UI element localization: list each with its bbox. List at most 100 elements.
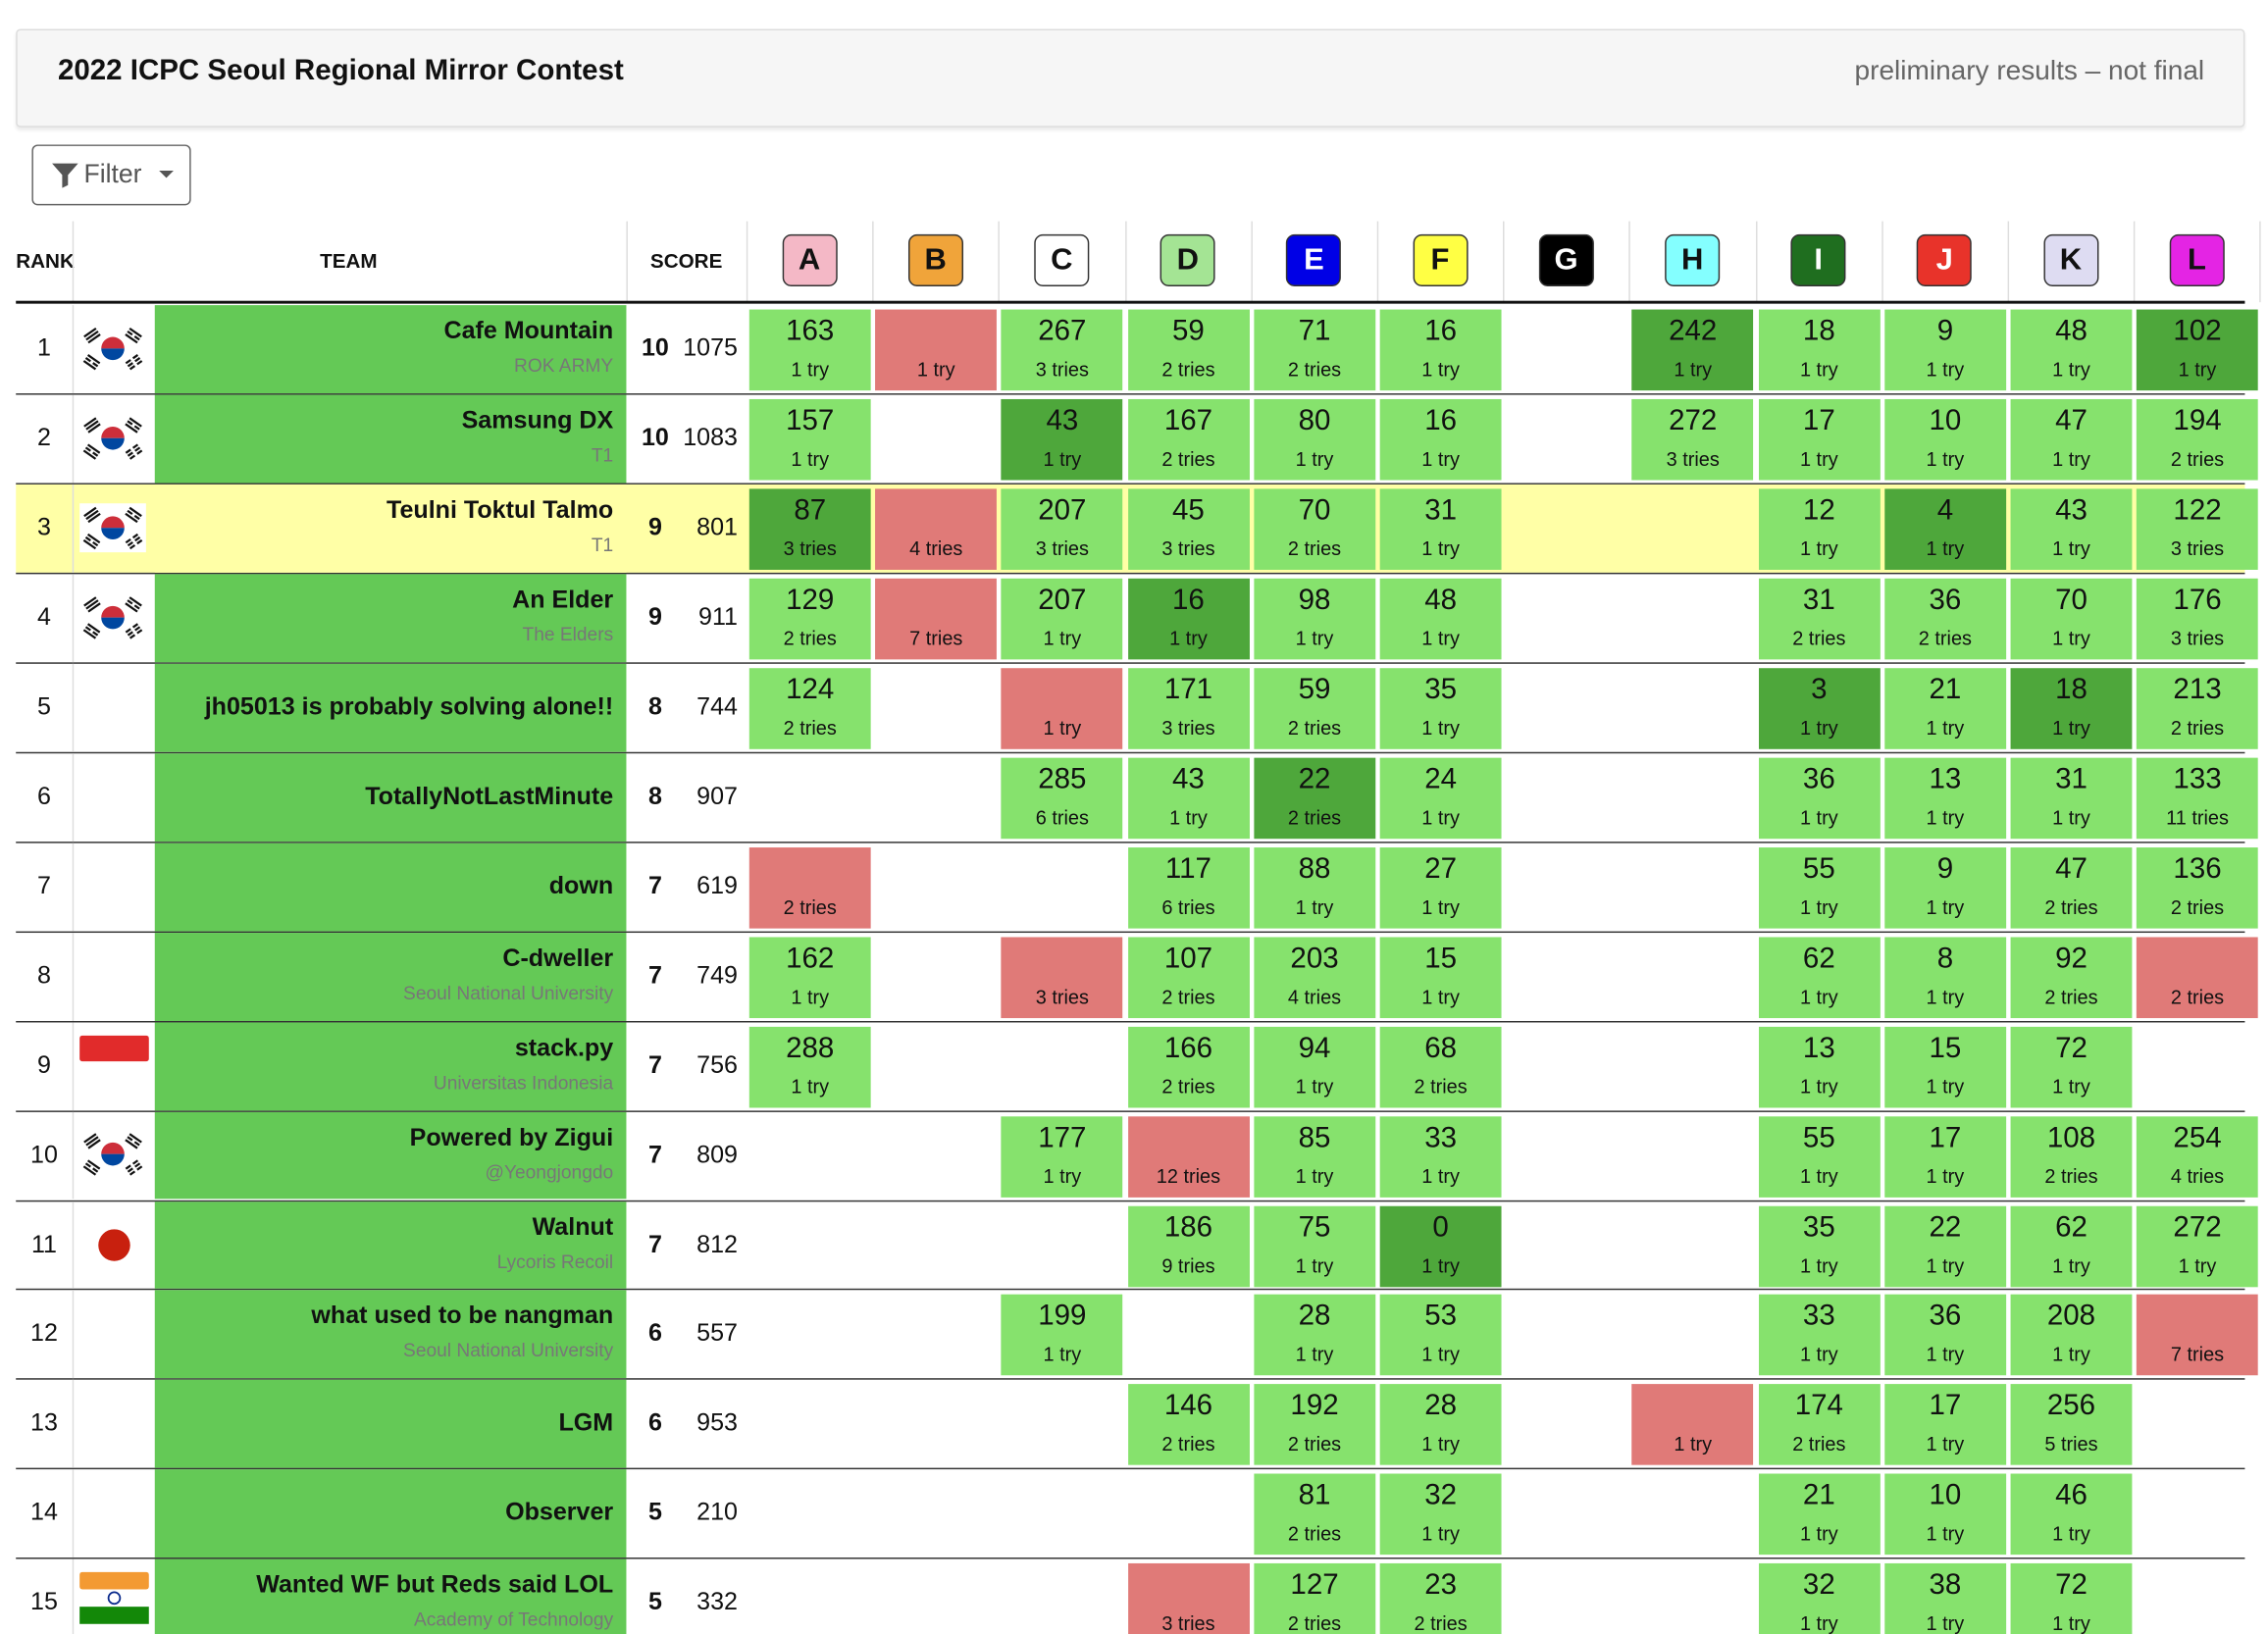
row-divider bbox=[16, 1378, 2245, 1381]
tries: 1 try bbox=[2052, 1612, 2090, 1634]
result-cell: 7 tries bbox=[875, 578, 998, 660]
result-cell: 55 1 try bbox=[1758, 846, 1881, 929]
penalty: 809 bbox=[696, 1140, 738, 1168]
filter-button[interactable]: Filter bbox=[31, 144, 191, 206]
tries: 1 try bbox=[1421, 1344, 1460, 1366]
column-divider bbox=[2259, 221, 2262, 303]
problem-badge[interactable]: I bbox=[1790, 233, 1846, 286]
problem-badge[interactable]: C bbox=[1034, 233, 1090, 286]
tries: 2 tries bbox=[2170, 986, 2225, 1008]
tries: 4 tries bbox=[2170, 1164, 2225, 1187]
tries: 1 try bbox=[1926, 1523, 1965, 1546]
result-cell: 242 1 try bbox=[1631, 309, 1754, 391]
tries: 2 tries bbox=[1287, 1433, 1342, 1455]
rank: 7 bbox=[36, 871, 51, 899]
problem-badge[interactable]: B bbox=[907, 233, 963, 286]
solve-time: 59 bbox=[1298, 673, 1331, 706]
tries: 2 tries bbox=[2044, 1164, 2098, 1187]
tries: 2 tries bbox=[1287, 806, 1342, 829]
result-cell: 4 1 try bbox=[1883, 488, 2006, 570]
tries: 2 tries bbox=[1287, 358, 1342, 381]
solve-time: 167 bbox=[1163, 404, 1213, 437]
problem-badge[interactable]: E bbox=[1286, 233, 1342, 286]
problem-badge[interactable]: D bbox=[1160, 233, 1215, 286]
result-cell: 122 3 tries bbox=[2137, 488, 2258, 570]
tries: 6 tries bbox=[1161, 895, 1215, 918]
result-cell: 22 2 tries bbox=[1254, 757, 1375, 839]
solve-time: 87 bbox=[794, 494, 827, 527]
title-bar bbox=[16, 28, 2245, 128]
result-cell: 194 2 tries bbox=[2137, 398, 2258, 481]
tries: 3 tries bbox=[1161, 1612, 1215, 1634]
penalty: 911 bbox=[698, 602, 738, 631]
tries: 2 tries bbox=[1792, 1433, 1846, 1455]
solve-time: 33 bbox=[1802, 1301, 1835, 1333]
solve-time: 53 bbox=[1424, 1301, 1458, 1333]
rank: 12 bbox=[30, 1319, 58, 1348]
solved-count: 8 bbox=[647, 782, 662, 810]
penalty: 953 bbox=[696, 1408, 738, 1437]
solve-time: 288 bbox=[786, 1032, 835, 1064]
solve-time: 43 bbox=[2055, 494, 2088, 527]
problem-badge[interactable]: H bbox=[1665, 233, 1721, 286]
result-cell: 71 2 tries bbox=[1254, 309, 1375, 391]
tries: 3 tries bbox=[2170, 627, 2225, 649]
result-cell: 62 1 try bbox=[2010, 1204, 2133, 1287]
column-divider bbox=[2134, 221, 2136, 303]
solve-time: 47 bbox=[2055, 404, 2088, 437]
problem-badge[interactable]: J bbox=[1917, 233, 1973, 286]
result-cell: 13 1 try bbox=[1883, 757, 2006, 839]
result-cell: 32 1 try bbox=[1379, 1474, 1502, 1556]
tries: 1 try bbox=[1043, 627, 1082, 649]
problem-badge[interactable]: K bbox=[2042, 233, 2098, 286]
tries: 1 try bbox=[1926, 1344, 1965, 1366]
tries: 1 try bbox=[2178, 358, 2217, 381]
solve-time: 17 bbox=[1929, 1121, 1962, 1153]
team-cell bbox=[154, 1021, 627, 1110]
tries: 1 try bbox=[1043, 448, 1082, 471]
tries: 1 try bbox=[1926, 358, 1965, 381]
penalty: 210 bbox=[696, 1499, 738, 1527]
problem-badge[interactable]: F bbox=[1412, 233, 1469, 286]
penalty: 749 bbox=[696, 961, 738, 990]
solve-time: 256 bbox=[2046, 1390, 2096, 1423]
problem-badge[interactable]: G bbox=[1538, 233, 1594, 286]
solve-time: 31 bbox=[1424, 494, 1458, 527]
tries: 1 try bbox=[791, 986, 830, 1008]
flag bbox=[79, 1571, 149, 1624]
result-cell: 192 2 tries bbox=[1254, 1384, 1375, 1466]
tries: 2 tries bbox=[1918, 627, 1972, 649]
tries: 1 try bbox=[1421, 1164, 1460, 1187]
result-cell: 48 1 try bbox=[1379, 578, 1502, 660]
result-cell: 0 1 try bbox=[1379, 1204, 1502, 1287]
affiliation: Lycoris Recoil bbox=[496, 1250, 614, 1272]
tries: 1 try bbox=[1421, 627, 1460, 649]
result-cell: 16 1 try bbox=[1127, 578, 1250, 660]
tries: 3 tries bbox=[1161, 537, 1215, 560]
tries: 1 try bbox=[1926, 717, 1965, 740]
tries: 1 try bbox=[1421, 895, 1460, 918]
solve-time: 22 bbox=[1929, 1210, 1962, 1244]
problem-badge[interactable]: A bbox=[782, 233, 838, 286]
solve-time: 45 bbox=[1172, 494, 1205, 527]
problem-badge[interactable]: L bbox=[2169, 233, 2225, 286]
rank: 1 bbox=[36, 333, 51, 362]
contest-title: 2022 ICPC Seoul Regional Mirror Contest bbox=[57, 55, 624, 87]
team-cell bbox=[154, 305, 627, 393]
tries: 1 try bbox=[1926, 537, 1965, 560]
tries: 1 try bbox=[1295, 895, 1334, 918]
result-cell: 17 1 try bbox=[1883, 1384, 2006, 1466]
team-name: Wanted WF but Reds said LOL bbox=[256, 1570, 614, 1599]
solve-time: 207 bbox=[1038, 494, 1087, 527]
team-header: TEAM bbox=[320, 248, 378, 273]
solve-time: 17 bbox=[1802, 404, 1835, 437]
solve-time: 68 bbox=[1424, 1032, 1458, 1064]
solved-count: 5 bbox=[647, 1499, 662, 1527]
solve-time: 208 bbox=[2046, 1301, 2096, 1333]
result-cell: 62 1 try bbox=[1758, 936, 1881, 1018]
tries: 6 tries bbox=[1035, 806, 1089, 829]
result-cell: 55 1 try bbox=[1758, 1115, 1881, 1198]
solve-time: 72 bbox=[2055, 1032, 2088, 1064]
solve-time: 177 bbox=[1038, 1121, 1087, 1153]
